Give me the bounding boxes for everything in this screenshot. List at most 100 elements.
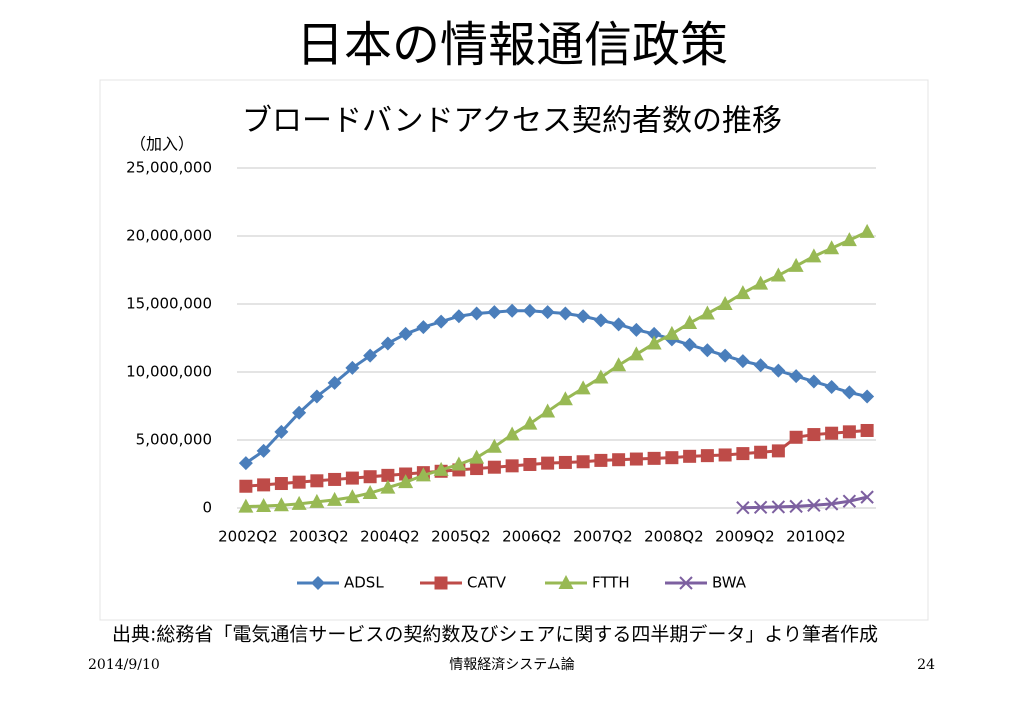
marker <box>842 494 857 508</box>
marker <box>311 576 325 590</box>
marker <box>238 456 253 471</box>
marker <box>824 497 839 511</box>
marker <box>611 317 626 332</box>
marker <box>256 497 272 512</box>
legend-item: BWA <box>665 574 747 592</box>
marker <box>718 348 733 363</box>
marker <box>469 449 485 464</box>
marker <box>842 425 856 439</box>
marker <box>380 336 395 351</box>
marker <box>807 498 821 512</box>
source: 出典:総務省「電気通信サービスの契約数及びシェアに関する四半期データ」より筆者作… <box>112 624 878 646</box>
marker <box>399 467 413 481</box>
marker <box>469 306 484 321</box>
marker <box>789 499 803 514</box>
legend-label: BWA <box>712 574 747 592</box>
marker <box>487 460 501 474</box>
marker <box>824 379 839 394</box>
marker <box>522 303 537 318</box>
y-axis-label: （加入） <box>130 135 194 154</box>
x-tick-label: 2006Q2 <box>502 528 562 546</box>
marker <box>345 471 359 485</box>
marker <box>362 485 378 500</box>
legend-item: FTTH <box>545 574 630 592</box>
marker <box>292 475 306 489</box>
marker <box>682 337 697 352</box>
marker <box>239 479 253 493</box>
y-tick-label: 0 <box>202 499 212 517</box>
marker <box>753 358 768 373</box>
marker <box>683 449 697 463</box>
marker <box>593 313 608 328</box>
marker <box>806 374 821 389</box>
marker <box>859 223 875 238</box>
y-tick-label: 20,000,000 <box>126 227 212 245</box>
marker <box>593 369 609 384</box>
marker <box>735 285 751 300</box>
marker <box>274 424 289 439</box>
y-tick-label: 5,000,000 <box>136 431 212 449</box>
marker <box>629 452 643 466</box>
marker <box>415 467 431 482</box>
x-tick-label: 2008Q2 <box>644 528 704 546</box>
marker <box>736 501 750 515</box>
marker <box>753 275 769 290</box>
marker <box>860 490 874 504</box>
marker <box>824 240 840 255</box>
marker <box>753 500 768 515</box>
marker <box>451 309 466 324</box>
marker <box>274 477 288 491</box>
marker <box>451 456 467 471</box>
marker <box>238 498 254 513</box>
marker <box>576 455 590 469</box>
marker <box>841 232 857 247</box>
marker <box>557 391 573 406</box>
x-tick-label: 2005Q2 <box>431 528 491 546</box>
marker <box>558 455 572 469</box>
marker <box>540 305 555 320</box>
marker <box>629 322 644 337</box>
marker <box>770 267 786 282</box>
marker <box>327 491 343 506</box>
marker <box>754 445 768 459</box>
marker <box>504 426 520 441</box>
marker <box>665 451 679 465</box>
x-tick-label: 2009Q2 <box>715 528 775 546</box>
marker <box>736 447 750 461</box>
marker <box>292 405 307 420</box>
y-tick-label: 25,000,000 <box>126 159 212 177</box>
marker <box>594 453 608 467</box>
marker <box>433 461 449 476</box>
marker <box>398 326 413 341</box>
x-tick-label: 2007Q2 <box>573 528 633 546</box>
marker <box>522 415 538 430</box>
marker <box>505 459 519 473</box>
legend-label: ADSL <box>344 574 384 592</box>
marker <box>679 576 693 590</box>
marker <box>612 453 626 467</box>
legend-label: FTTH <box>592 574 630 592</box>
x-tick-label: 2010Q2 <box>786 528 846 546</box>
marker <box>611 357 627 372</box>
y-tick-label: 15,000,000 <box>126 295 212 313</box>
marker <box>771 363 786 378</box>
marker <box>682 315 698 330</box>
legend-item: CATV <box>420 574 507 592</box>
marker <box>505 303 520 318</box>
marker <box>541 456 555 470</box>
marker <box>257 478 271 492</box>
marker <box>470 462 484 476</box>
marker <box>381 468 395 482</box>
marker <box>718 448 732 462</box>
footer-page: 24 <box>917 657 935 673</box>
marker <box>558 575 574 589</box>
series-line <box>742 495 868 510</box>
marker <box>860 389 875 404</box>
marker <box>380 479 396 494</box>
marker <box>700 343 715 358</box>
x-tick-label: 2003Q2 <box>289 528 349 546</box>
marker <box>309 493 325 508</box>
x-tick-label: 2004Q2 <box>360 528 420 546</box>
marker <box>825 426 839 440</box>
marker <box>807 428 821 442</box>
